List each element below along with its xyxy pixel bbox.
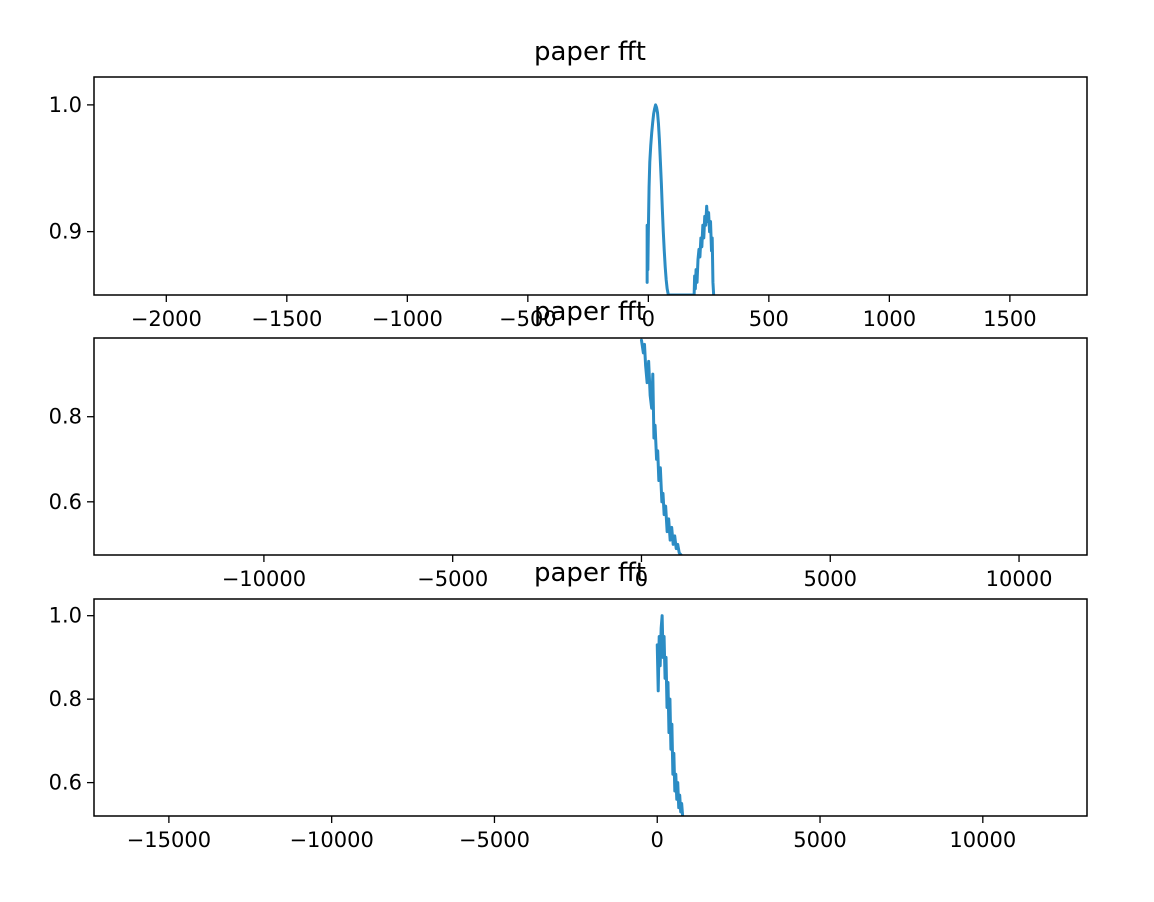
subplot-title: paper fft [534,37,646,67]
x-tick-label: 0 [635,567,648,591]
x-tick-label: −500 [499,307,557,331]
axes-frame [93,598,1088,817]
subplot-title: paper fft [534,297,646,327]
y-tick-label: 0.6 [49,771,82,795]
plot-area: −10000 −5000 0 5000 10000 0.6 0.8 [49,337,1088,591]
x-tick-label: 1500 [983,307,1036,331]
x-tick-label: −10000 [289,828,373,852]
x-tick-label: −5000 [417,567,488,591]
x-tick-label: 500 [749,307,789,331]
x-tick-label: 5000 [804,567,857,591]
series-line [655,614,685,816]
series-line [645,103,716,295]
series-line [639,338,683,555]
x-tick-label: −10000 [222,567,306,591]
subplot-3: −15000 −10000 −5000 0 5000 10000 0.6 0.8 1.0 pap… [49,558,1088,852]
plot-area: −2000 −1500 −1000 −500 0 500 1000 1500 0.9 1.0 [49,76,1088,331]
axes-frame [93,76,1088,296]
plot-area: −15000 −10000 −5000 0 5000 10000 0.6 0.8 1.0 [49,598,1088,852]
x-tick-label: −15000 [127,828,211,852]
x-tick-label: −5000 [459,828,530,852]
x-tick-label: 5000 [793,828,846,852]
x-tick-label: −2000 [131,307,202,331]
y-tick-label: 0.9 [49,220,82,244]
subplot-1: −2000 −1500 −1000 −500 0 500 1000 1500 0.9 1.0 pa… [49,37,1088,331]
axes-frame [93,337,1088,556]
y-tick-label: 0.6 [49,490,82,514]
x-tick-label: 10000 [949,828,1016,852]
x-tick-label: 0 [651,828,664,852]
x-tick-label: −1000 [372,307,443,331]
x-tick-label: 1000 [863,307,916,331]
y-tick-label: 1.0 [49,93,82,117]
y-tick-label: 0.8 [49,405,82,429]
y-tick-label: 1.0 [49,604,82,628]
subplot-title: paper fft [534,558,646,588]
y-tick-label: 0.8 [49,687,82,711]
x-tick-label: 0 [642,307,655,331]
x-tick-label: −1500 [251,307,322,331]
x-tick-label: 10000 [986,567,1053,591]
